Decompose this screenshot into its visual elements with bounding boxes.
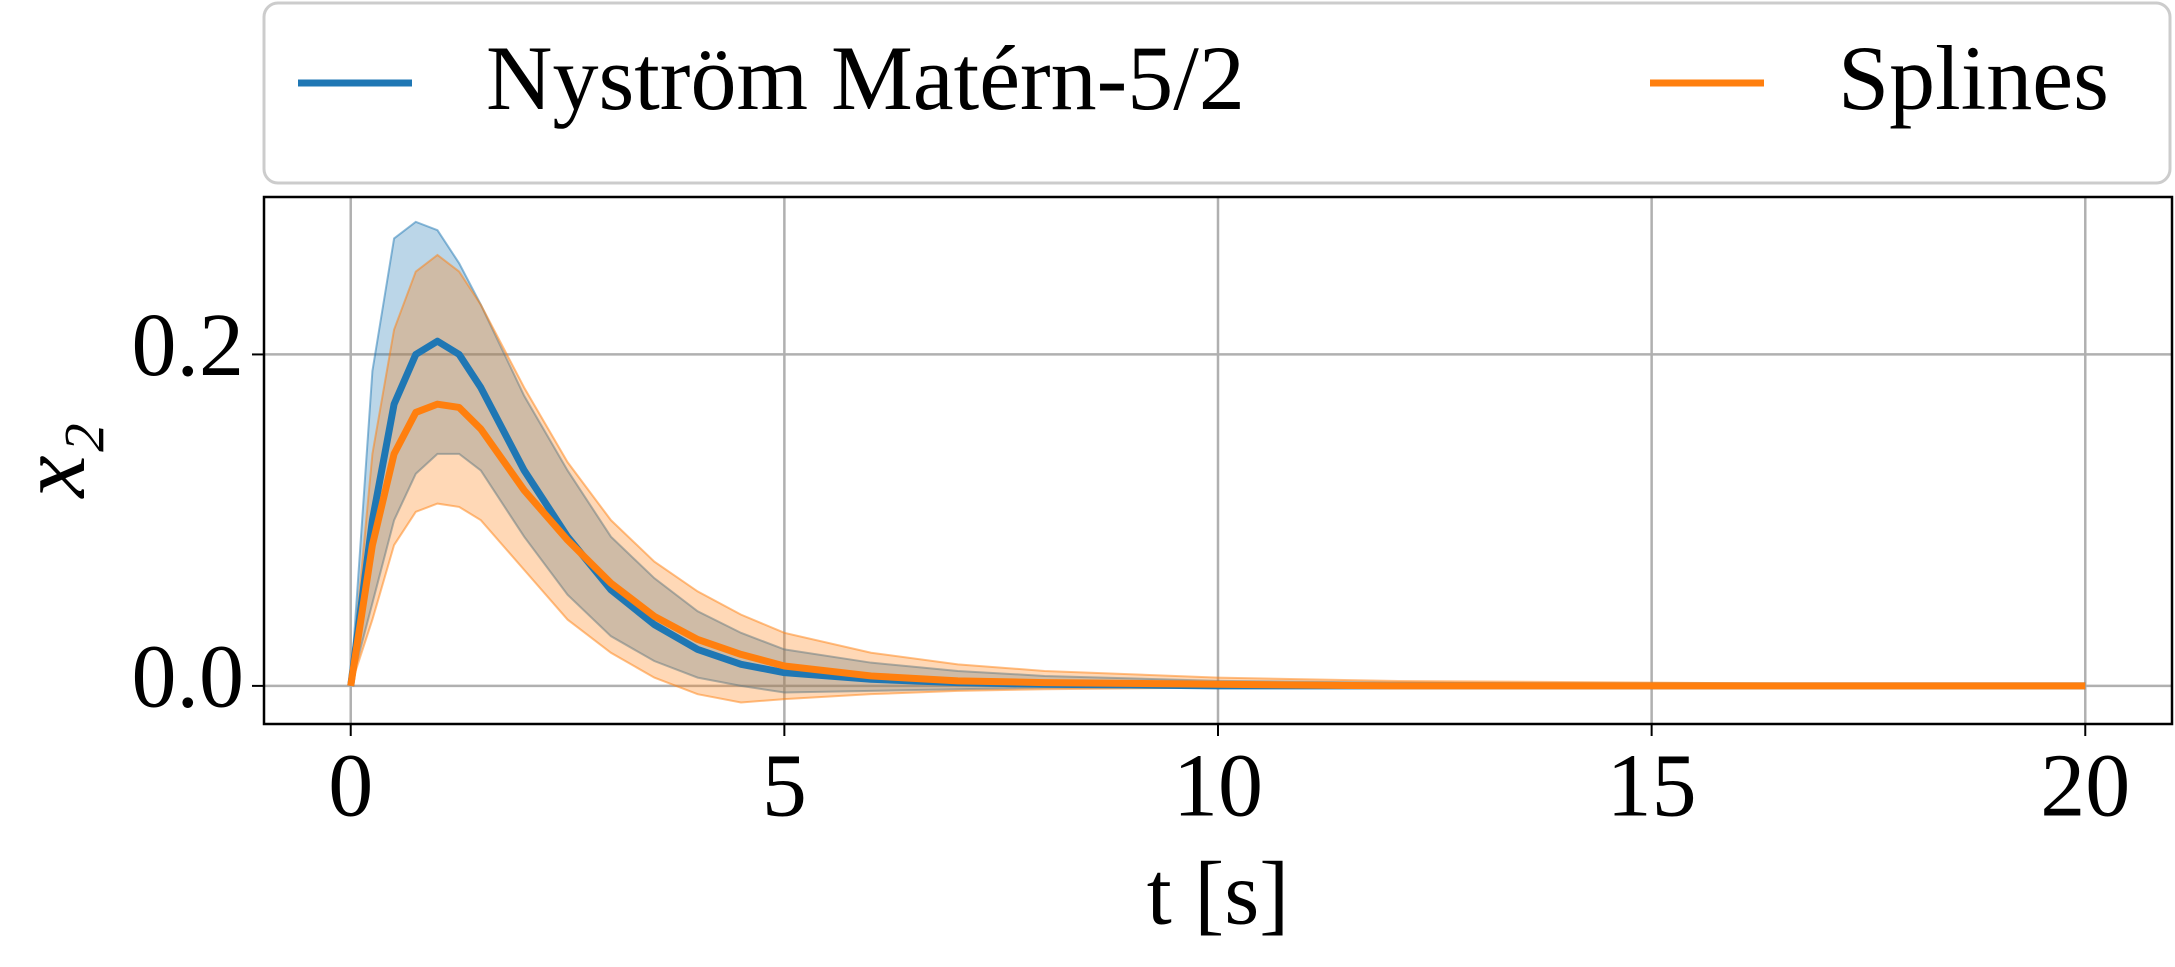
x-tick-label: 10 <box>1173 737 1263 836</box>
x-tick-label: 20 <box>2040 737 2130 836</box>
x-axis-label: t [s] <box>1147 845 1289 944</box>
x-tick-label: 0 <box>328 737 373 836</box>
mean-line <box>347 400 2086 690</box>
legend-label: Splines <box>1838 27 2109 129</box>
y-tick-label: 0.2 <box>132 296 245 395</box>
x-tick-label: 15 <box>1607 737 1697 836</box>
y-tick-label: 0.0 <box>132 628 245 727</box>
y-axis-label: x₂ <box>0 422 105 499</box>
legend-frame <box>262 1 2172 185</box>
x-tick-label: 5 <box>762 737 807 836</box>
plot-frame <box>262 195 2174 726</box>
legend-label: Nyström Matérn-5/2 <box>486 27 1245 129</box>
